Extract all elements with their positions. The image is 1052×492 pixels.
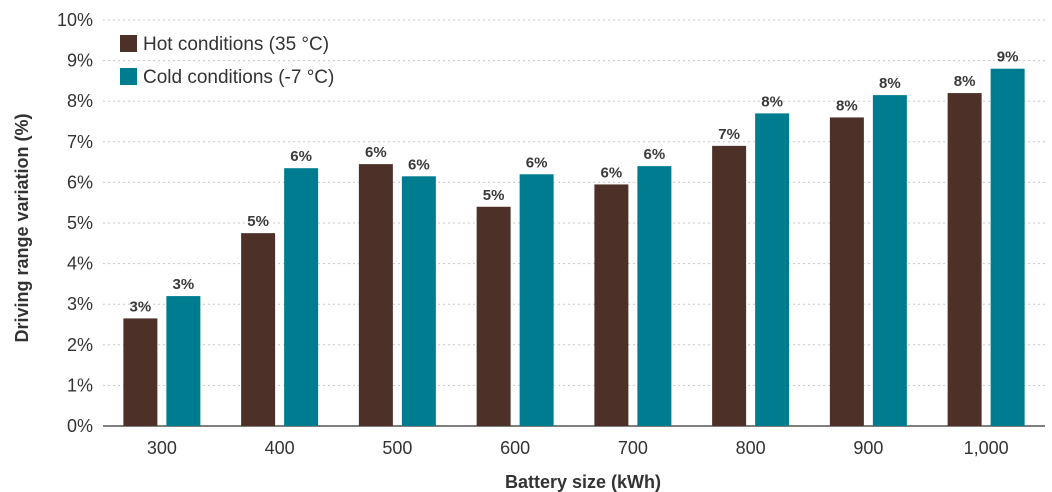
- bar-cold: [990, 68, 1025, 426]
- data-label: 6%: [365, 144, 387, 161]
- y-tick-label: 10%: [57, 10, 93, 30]
- x-tick-label: 800: [736, 438, 766, 458]
- y-tick-label: 2%: [67, 335, 93, 355]
- data-label: 3%: [173, 276, 195, 293]
- y-tick-label: 9%: [67, 51, 93, 71]
- legend-label: Hot conditions (35 °C): [143, 34, 329, 55]
- bar-cold: [755, 113, 790, 426]
- data-label: 6%: [290, 148, 312, 165]
- legend: Hot conditions (35 °C) Cold conditions (-…: [120, 34, 334, 88]
- bar-cold: [872, 95, 907, 427]
- data-label: 7%: [718, 126, 740, 143]
- axes: 0% 1% 2% 3% 4% 5% 6% 7% 8% 9% 10% 300 400 500 600 700 80…: [57, 10, 1045, 458]
- legend-label: Cold conditions (-7 °C): [143, 67, 334, 88]
- data-label: 3%: [130, 298, 152, 315]
- data-label: 5%: [247, 213, 269, 230]
- data-label: 5%: [483, 187, 505, 204]
- data-label: 8%: [761, 93, 783, 110]
- y-tick-label: 7%: [67, 132, 93, 152]
- x-tick-label: 500: [382, 438, 412, 458]
- bar-hot: [712, 145, 747, 427]
- data-label: 8%: [836, 97, 858, 114]
- bar-cold: [637, 166, 672, 426]
- legend-swatch: [120, 35, 137, 52]
- x-tick-label: 700: [618, 438, 648, 458]
- data-label: 6%: [408, 156, 430, 173]
- x-tick-label: 1,000: [964, 438, 1009, 458]
- bar-hot: [829, 117, 864, 426]
- y-tick-label: 8%: [67, 91, 93, 111]
- x-tick-label: 900: [853, 438, 883, 458]
- legend-swatch: [120, 68, 137, 85]
- bar-hot: [241, 233, 276, 426]
- data-label: 6%: [601, 164, 623, 181]
- y-tick-label: 3%: [67, 294, 93, 314]
- y-tick-label: 6%: [67, 172, 93, 192]
- bar-hot: [358, 164, 393, 426]
- y-tick-label: 5%: [67, 213, 93, 233]
- bar-hot: [947, 93, 982, 426]
- data-labels: 3% 3% 5% 6% 6% 6% 5% 6% 6% 6% 7% 8% 8% 8% 8% 9%: [130, 49, 1019, 316]
- y-tick-label: 4%: [67, 254, 93, 274]
- y-tick-label: 0%: [67, 416, 93, 436]
- x-tick-label: 400: [265, 438, 295, 458]
- data-label: 6%: [644, 146, 666, 163]
- data-label: 6%: [526, 154, 548, 171]
- bar-cold: [401, 176, 436, 426]
- data-label: 8%: [954, 73, 976, 90]
- x-axis-title: Battery size (kWh): [505, 472, 661, 492]
- bar-cold: [166, 296, 201, 426]
- data-label: 8%: [879, 75, 901, 92]
- bar-hot: [594, 184, 629, 426]
- bar-cold: [284, 168, 319, 426]
- bar-cold: [519, 174, 554, 426]
- bars: [123, 68, 1025, 427]
- y-tick-label: 1%: [67, 375, 93, 395]
- bar-hot: [123, 318, 158, 426]
- y-axis-title: Driving range variation (%): [12, 113, 32, 342]
- data-label: 9%: [997, 49, 1019, 66]
- x-tick-label: 600: [500, 438, 530, 458]
- x-tick-label: 300: [147, 438, 177, 458]
- bar-hot: [476, 206, 511, 426]
